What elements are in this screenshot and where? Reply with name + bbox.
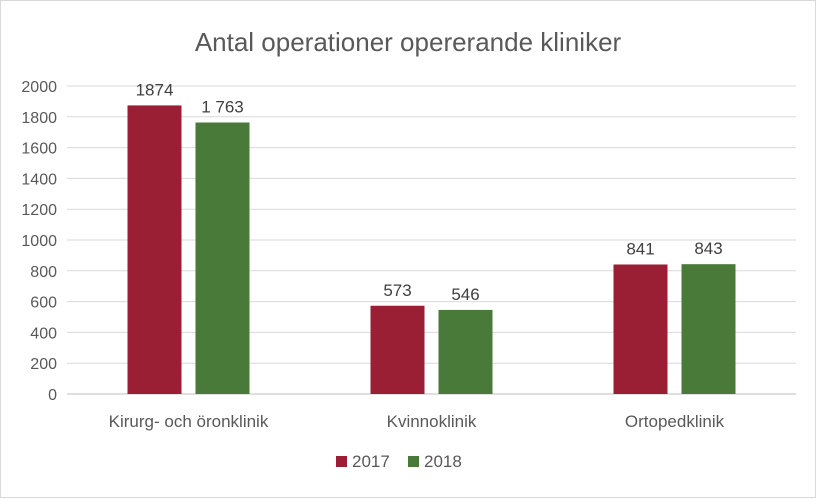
x-category-label: Kirurg- och öronklinik — [109, 412, 269, 431]
y-tick-label: 200 — [30, 356, 57, 373]
y-tick-label: 2000 — [21, 79, 57, 96]
data-label: 1 763 — [201, 97, 244, 116]
legend-swatch-2017 — [336, 456, 347, 467]
x-category-label: Ortopedklinik — [625, 412, 725, 431]
legend: 2017 2018 — [336, 452, 462, 471]
bar-2018-2 — [681, 264, 736, 394]
y-tick-label: 1800 — [21, 110, 57, 127]
bar-2018-0 — [195, 122, 250, 395]
legend-label: 2018 — [424, 452, 462, 471]
y-tick-label: 600 — [30, 295, 57, 312]
x-category-label: Kvinnoklinik — [387, 412, 477, 431]
bar-2017-0 — [127, 105, 182, 395]
y-tick-label: 1400 — [21, 171, 57, 188]
data-label: 546 — [451, 285, 479, 304]
y-tick-label: 1600 — [21, 141, 57, 158]
data-label: 573 — [383, 281, 411, 300]
x-axis: Kirurg- och öronklinik Kvinnoklinik Ortope… — [109, 412, 725, 431]
bar-2017-1 — [370, 305, 425, 394]
data-label: 1874 — [136, 80, 174, 99]
y-tick-label: 1000 — [21, 233, 57, 250]
chart-title: Antal operationer opererande kliniker — [195, 27, 622, 57]
y-axis: 0 200 400 600 800 1000 1200 1400 1600 1800 2000 — [21, 79, 57, 404]
y-tick-label: 0 — [48, 387, 57, 404]
data-label: 843 — [694, 239, 722, 258]
legend-swatch-2018 — [408, 456, 419, 467]
data-label: 841 — [626, 239, 654, 258]
gridlines — [67, 85, 796, 395]
bar-2018-1 — [438, 309, 493, 394]
y-tick-label: 800 — [30, 264, 57, 281]
bar-2017-2 — [613, 264, 668, 394]
data-labels: 1874 1 763 573 546 841 843 — [136, 80, 723, 304]
y-tick-label: 400 — [30, 325, 57, 342]
legend-label: 2017 — [352, 452, 390, 471]
y-tick-label: 1200 — [21, 202, 57, 219]
bars — [127, 105, 736, 395]
